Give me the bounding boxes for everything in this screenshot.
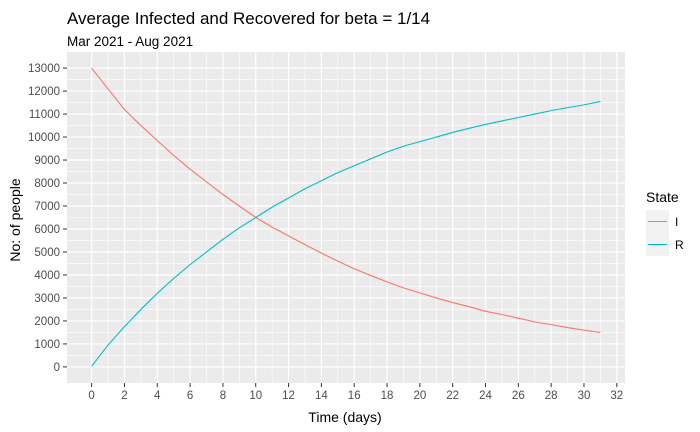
x-axis-label: Time (days) [308,409,381,425]
y-tick-label: 6000 [34,224,60,236]
y-tick-label: 5000 [34,247,60,259]
chart-title: Average Infected and Recovered for beta … [67,9,430,28]
y-tick-label: 2000 [34,316,60,328]
x-tick-label: 14 [315,390,328,402]
y-tick-label: 12000 [28,86,60,98]
x-tick-label: 18 [381,390,394,402]
chart-subtitle: Mar 2021 - Aug 2021 [67,34,193,49]
x-tick-label: 2 [121,390,127,402]
y-axis: 0 1000 2000 3000 4000 5000 6000 7000 8000 9000 100… [28,63,67,374]
grid-minor [67,52,625,383]
x-tick-label: 32 [610,390,623,402]
y-tick-label: 4000 [34,270,60,282]
y-tick-label: 11000 [29,109,60,121]
y-axis-label: No: of people [7,178,23,261]
y-tick-label: 9000 [34,155,60,167]
legend-label-I: I [675,215,678,229]
x-axis: 0 2 4 6 8 10 12 14 16 18 20 22 24 26 28 30 32 [88,383,623,402]
y-tick-label: 1000 [34,339,60,351]
x-tick-label: 4 [154,390,161,402]
grid-major [67,52,625,383]
x-tick-label: 28 [545,390,558,402]
x-tick-label: 20 [413,390,426,402]
y-tick-label: 10000 [28,132,60,144]
x-tick-label: 6 [187,390,193,402]
x-tick-label: 0 [88,390,94,402]
y-tick-label: 7000 [34,201,60,213]
x-tick-label: 30 [578,390,591,402]
x-tick-label: 10 [249,390,262,402]
legend-title: State [646,189,679,205]
x-tick-label: 24 [479,390,492,402]
y-tick-label: 0 [54,362,60,374]
x-tick-label: 22 [446,390,459,402]
x-tick-label: 16 [348,390,361,402]
series-line-I [91,67,601,333]
series-line-R [91,100,601,367]
legend: State IR [646,189,684,256]
legend-label-R: R [675,238,684,252]
x-tick-label: 8 [220,390,226,402]
x-tick-label: 26 [512,390,525,402]
x-tick-label: 12 [282,390,295,402]
series-lines [91,67,601,367]
y-tick-label: 13000 [28,63,60,75]
y-tick-label: 3000 [34,293,60,305]
y-tick-label: 8000 [34,178,60,190]
